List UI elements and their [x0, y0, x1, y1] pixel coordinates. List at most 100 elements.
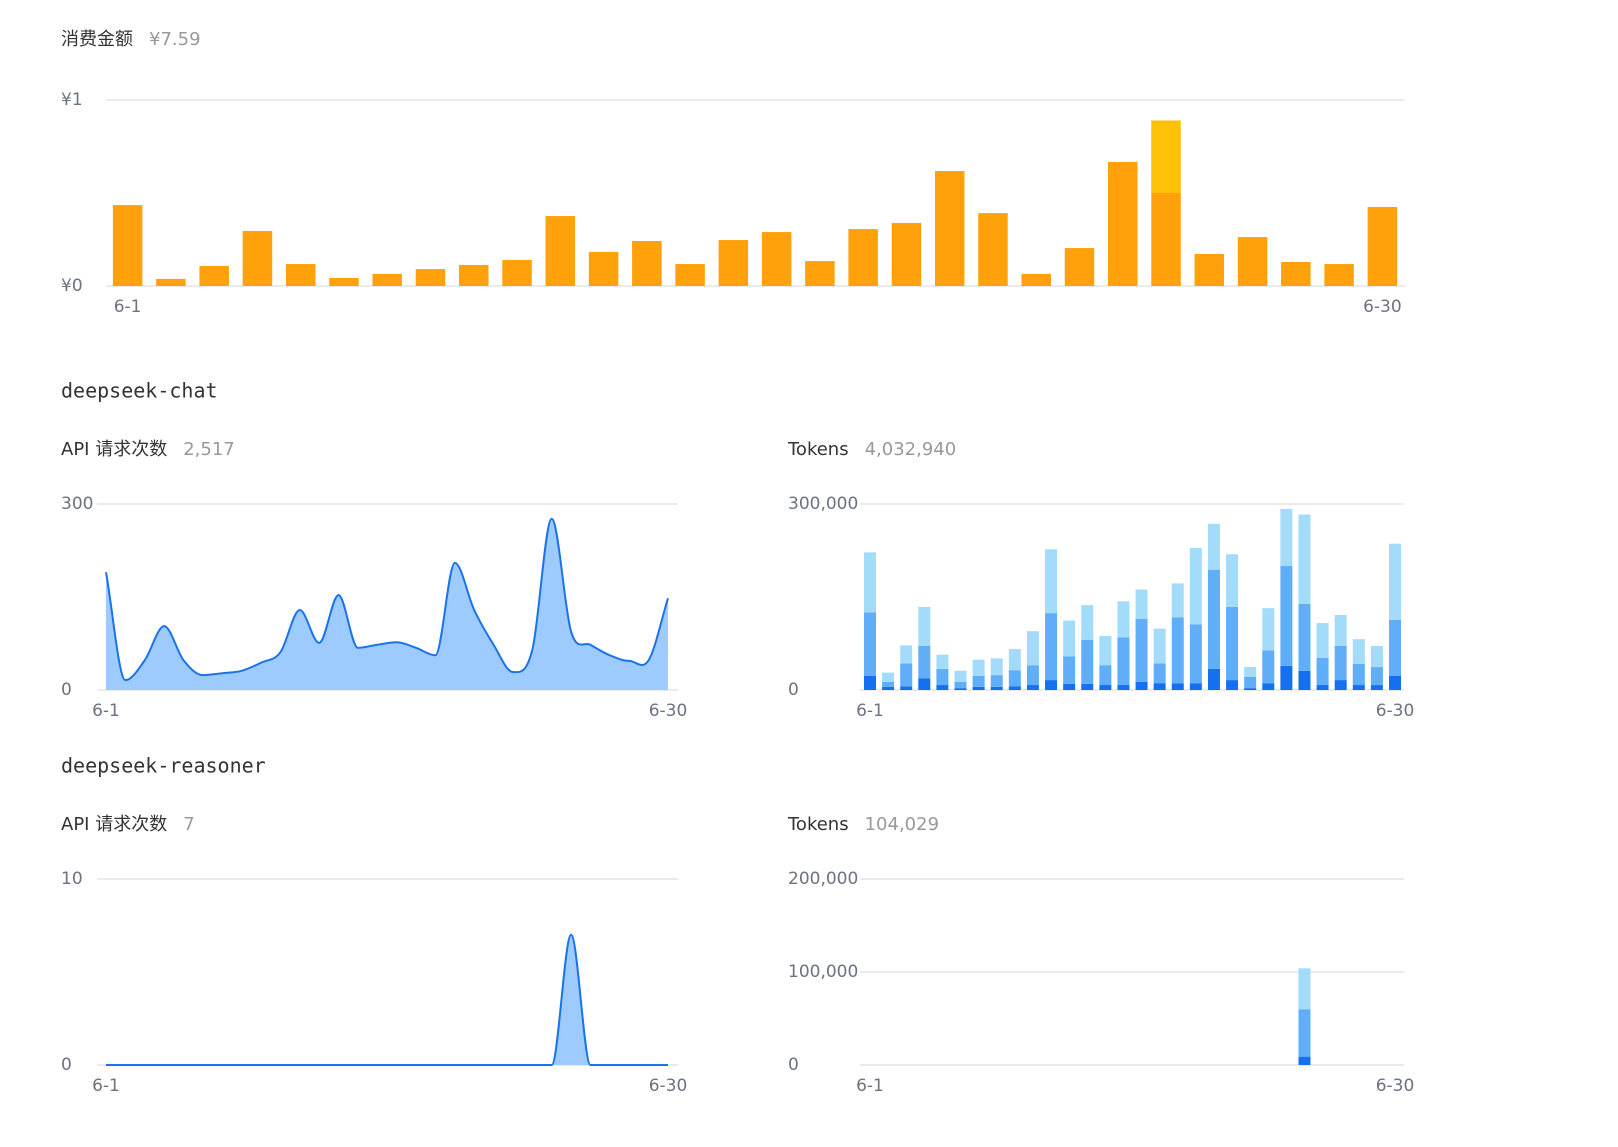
bar-segment [1045, 549, 1058, 614]
bar-segment [1298, 968, 1311, 1010]
x-tick-label: 6-1 [92, 1076, 120, 1096]
bar-segment [1008, 670, 1021, 687]
bar-segment [1298, 603, 1311, 671]
bar-segment [415, 269, 446, 286]
bar-segment [882, 681, 895, 687]
chart-title: Tokens [787, 439, 849, 460]
x-tick-label: 6-1 [856, 1076, 884, 1096]
bar-segment [1324, 264, 1354, 286]
bar-segment [1244, 688, 1257, 690]
bar-segment [805, 261, 835, 286]
bar-segment [1262, 650, 1275, 684]
bar-segment [1063, 683, 1076, 690]
bar-segment [864, 612, 876, 676]
bar-segment [1151, 193, 1181, 286]
bar-segment [891, 222, 922, 286]
bar-segment [1026, 631, 1039, 666]
bar-segment [978, 213, 1008, 286]
bar-segment [1171, 617, 1184, 684]
bar-segment [1370, 667, 1383, 686]
bar-segment [1171, 683, 1184, 690]
bar-segment [1262, 608, 1275, 651]
bar-segment [936, 668, 949, 686]
x-tick-label: 6-30 [1363, 297, 1402, 317]
y-tick-label: 10 [61, 869, 83, 889]
bar-segment [1026, 685, 1039, 690]
bar-segment [1194, 254, 1225, 286]
bar-segment [1352, 685, 1365, 690]
bar-segment [1135, 589, 1148, 619]
chart-total: 2,517 [183, 439, 235, 460]
y-tick-label: 0 [788, 680, 799, 700]
x-tick-label: 6-30 [1376, 1076, 1415, 1096]
section-title: deepseek-reasoner [61, 754, 266, 778]
bar-segment [972, 686, 985, 690]
bar-segment [1316, 657, 1329, 686]
bar-segment [761, 232, 792, 286]
bar-segment [632, 240, 662, 286]
bar-segment [900, 686, 913, 690]
bar-segment [864, 552, 876, 613]
chart-total: 104,029 [865, 814, 939, 835]
y-tick-label: 300,000 [788, 494, 858, 514]
bar-segment [1081, 639, 1094, 684]
bar-segment [1099, 636, 1112, 666]
bar-segment [990, 686, 1003, 690]
bar-segment [1237, 237, 1268, 286]
y-tick-label: 200,000 [788, 869, 858, 889]
bar-segment [936, 654, 949, 669]
bar-segment [1370, 645, 1383, 668]
bar-segment [1008, 649, 1021, 671]
y-tick-label: 0 [788, 1055, 799, 1075]
bar-segment [1262, 683, 1275, 690]
bar-segment [459, 264, 489, 286]
bar-segment [918, 645, 931, 679]
bar-segment [1171, 583, 1184, 618]
bar-segment [1081, 605, 1094, 640]
bar-segment [1370, 685, 1383, 690]
bar-segment [1298, 514, 1311, 604]
bar-segment [1021, 273, 1051, 286]
bar-segment [1117, 685, 1130, 690]
y-tick-label: 0 [61, 680, 72, 700]
bar-segment [1045, 613, 1058, 681]
bar-segment [1207, 569, 1220, 669]
bar-segment [1081, 683, 1094, 690]
bar-segment [1334, 680, 1347, 690]
y-tick-label: ¥1 [61, 90, 83, 110]
bar-segment [900, 663, 913, 687]
y-tick-label: ¥0 [61, 276, 83, 296]
x-tick-label: 6-30 [649, 701, 688, 721]
bar-segment [934, 171, 965, 286]
bar-segment [588, 251, 619, 286]
line [106, 933, 668, 1066]
chart-total: ¥7.59 [149, 29, 201, 50]
bar-segment [972, 675, 985, 687]
line [105, 517, 669, 682]
bar-segment [1063, 620, 1076, 657]
x-tick-label: 6-1 [92, 701, 120, 721]
bar-segment [1316, 685, 1329, 690]
bar-segment [1334, 614, 1347, 646]
bar-segment [936, 685, 949, 690]
area [106, 518, 668, 690]
bar-segment [1367, 206, 1398, 286]
bar-segment [1135, 618, 1148, 682]
x-tick-label: 6-30 [649, 1076, 688, 1096]
bar-segment [1352, 663, 1365, 686]
bar-segment [900, 645, 913, 664]
bar-segment [1298, 1056, 1311, 1065]
bar-segment [1117, 601, 1130, 638]
bar-segment [1008, 686, 1021, 690]
bar-segment [112, 205, 143, 286]
bar-segment [1226, 680, 1239, 690]
bar-segment [1099, 665, 1112, 686]
bar-segment [1045, 680, 1058, 690]
bar-segment [372, 273, 402, 286]
bar-segment [1151, 120, 1181, 193]
bar-segment [1389, 543, 1401, 620]
bar-segment [199, 265, 229, 286]
bar-segment [882, 686, 895, 690]
bar-segment [502, 259, 532, 286]
